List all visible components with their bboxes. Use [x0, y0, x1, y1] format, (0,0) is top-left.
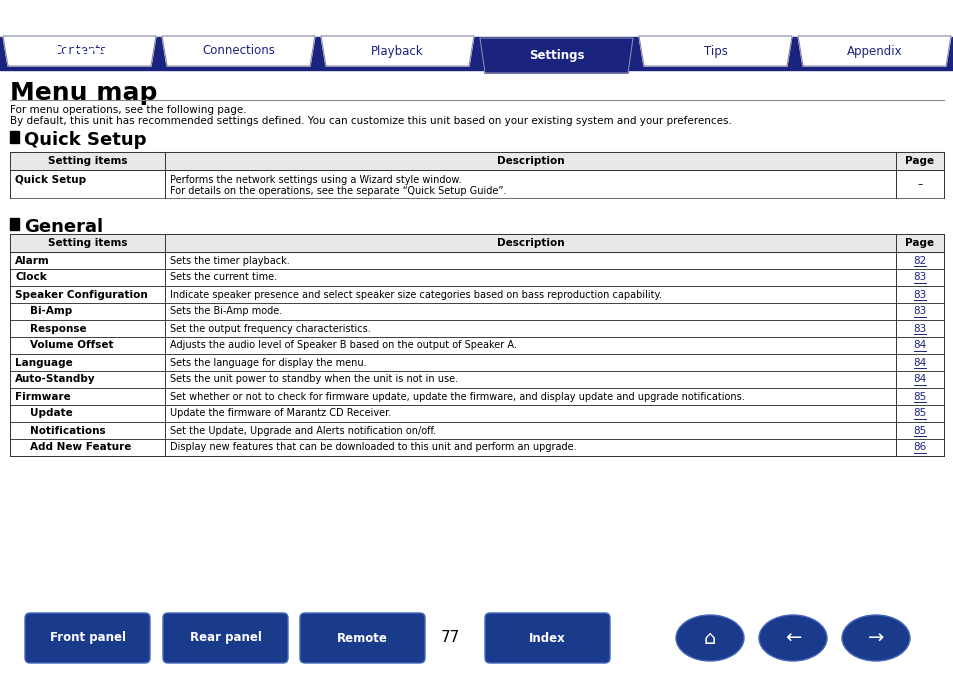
Text: 84: 84: [912, 357, 925, 367]
Text: Firmware: Firmware: [15, 392, 71, 402]
Text: Notifications: Notifications: [30, 425, 106, 435]
Text: Description: Description: [497, 238, 564, 248]
Text: 85: 85: [912, 409, 925, 419]
Text: 83: 83: [912, 306, 925, 316]
Text: Adjusts the audio level of Speaker B based on the output of Speaker A.: Adjusts the audio level of Speaker B bas…: [170, 341, 517, 351]
Text: 83: 83: [912, 289, 925, 299]
Polygon shape: [3, 36, 156, 66]
Text: ⌂: ⌂: [703, 629, 716, 647]
Text: Sets the unit power to standby when the unit is not in use.: Sets the unit power to standby when the …: [170, 374, 457, 384]
Text: Index: Index: [529, 631, 565, 645]
Text: Playback: Playback: [371, 44, 423, 57]
Text: Description: Description: [497, 156, 564, 166]
Polygon shape: [797, 36, 950, 66]
Text: 85: 85: [912, 392, 925, 402]
Text: Indicate speaker presence and select speaker size categories based on bass repro: Indicate speaker presence and select spe…: [170, 289, 661, 299]
Text: Sets the Bi-Amp mode.: Sets the Bi-Amp mode.: [170, 306, 282, 316]
Text: Quick Setup: Quick Setup: [24, 131, 147, 149]
Text: Quick Setup: Quick Setup: [15, 175, 86, 185]
Polygon shape: [320, 36, 474, 66]
Text: Settings: Settings: [10, 44, 115, 63]
Text: 77: 77: [440, 631, 459, 645]
Text: Sets the timer playback.: Sets the timer playback.: [170, 256, 290, 266]
Text: Response: Response: [30, 324, 87, 334]
Text: Language: Language: [15, 357, 72, 367]
Text: Remote: Remote: [336, 631, 388, 645]
Text: 84: 84: [912, 341, 925, 351]
Text: Clock: Clock: [15, 273, 47, 283]
Text: →: →: [867, 629, 883, 647]
Text: Settings: Settings: [528, 49, 583, 62]
Ellipse shape: [676, 615, 743, 661]
Text: Set the Update, Upgrade and Alerts notification on/off.: Set the Update, Upgrade and Alerts notif…: [170, 425, 436, 435]
Text: Setting items: Setting items: [48, 156, 127, 166]
Polygon shape: [162, 36, 314, 66]
Text: Setting items: Setting items: [48, 238, 127, 248]
Text: Speaker Configuration: Speaker Configuration: [15, 289, 148, 299]
Bar: [10, 131, 19, 143]
Text: By default, this unit has recommended settings defined. You can customize this u: By default, this unit has recommended se…: [10, 116, 731, 126]
Text: Alarm: Alarm: [15, 256, 50, 266]
Text: 82: 82: [912, 256, 925, 266]
Polygon shape: [639, 36, 791, 66]
Text: For menu operations, see the following page.: For menu operations, see the following p…: [10, 105, 247, 115]
Text: Display new features that can be downloaded to this unit and perform an upgrade.: Display new features that can be downloa…: [170, 443, 576, 452]
Text: Update the firmware of Marantz CD Receiver.: Update the firmware of Marantz CD Receiv…: [170, 409, 391, 419]
Ellipse shape: [759, 615, 826, 661]
FancyBboxPatch shape: [484, 613, 609, 663]
Bar: [10, 218, 19, 230]
FancyBboxPatch shape: [299, 613, 424, 663]
Text: Bi-Amp: Bi-Amp: [30, 306, 72, 316]
Text: 83: 83: [912, 273, 925, 283]
Text: Add New Feature: Add New Feature: [30, 443, 132, 452]
Text: For details on the operations, see the separate “Quick Setup Guide”.: For details on the operations, see the s…: [170, 186, 506, 196]
Text: Connections: Connections: [202, 44, 274, 57]
Text: Sets the language for display the menu.: Sets the language for display the menu.: [170, 357, 366, 367]
Text: Update: Update: [30, 409, 72, 419]
Text: –: –: [917, 179, 922, 189]
Ellipse shape: [841, 615, 909, 661]
FancyBboxPatch shape: [25, 613, 150, 663]
Text: 83: 83: [912, 324, 925, 334]
Text: Set the output frequency characteristics.: Set the output frequency characteristics…: [170, 324, 371, 334]
Text: Volume Offset: Volume Offset: [30, 341, 113, 351]
Text: 85: 85: [912, 425, 925, 435]
Text: Page: Page: [904, 156, 934, 166]
Text: Rear panel: Rear panel: [190, 631, 261, 645]
Text: 84: 84: [912, 374, 925, 384]
FancyBboxPatch shape: [163, 613, 288, 663]
Text: Auto-Standby: Auto-Standby: [15, 374, 95, 384]
Text: 86: 86: [912, 443, 925, 452]
Text: Tips: Tips: [702, 44, 727, 57]
Polygon shape: [479, 38, 633, 73]
Text: Set whether or not to check for firmware update, update the firmware, and displa: Set whether or not to check for firmware…: [170, 392, 744, 402]
Text: ←: ←: [784, 629, 801, 647]
Text: Menu map: Menu map: [10, 81, 157, 105]
Bar: [10, 152, 943, 170]
Text: Front panel: Front panel: [50, 631, 126, 645]
Bar: [0, 37, 953, 70]
Text: Contents: Contents: [52, 44, 106, 57]
Bar: [10, 234, 943, 252]
Text: Appendix: Appendix: [846, 44, 902, 57]
Text: Performs the network settings using a Wizard style window.: Performs the network settings using a Wi…: [170, 175, 461, 185]
Text: General: General: [24, 218, 103, 236]
Text: Page: Page: [904, 238, 934, 248]
Text: Sets the current time.: Sets the current time.: [170, 273, 276, 283]
